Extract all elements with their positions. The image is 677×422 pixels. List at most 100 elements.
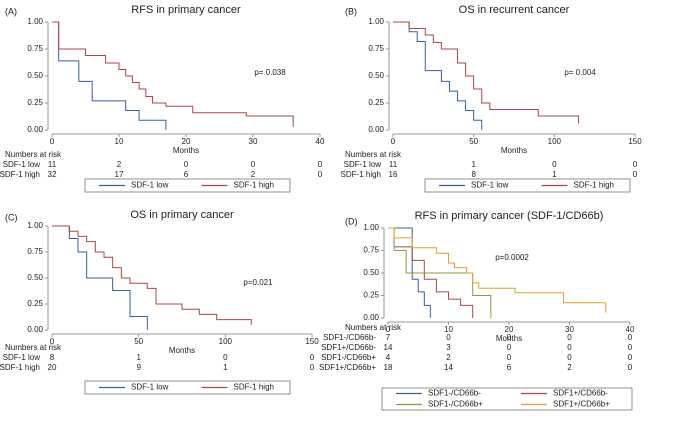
p-value: p= 0.004 — [564, 68, 596, 77]
risk-count: 32 — [48, 170, 57, 179]
x-tick-label: 50 — [469, 137, 478, 146]
y-tick-label: 0.00 — [27, 125, 43, 134]
legend-label: SDF1+/CD66b- — [553, 389, 608, 398]
panel-label: (D) — [345, 216, 358, 226]
y-tick-label: 0.50 — [363, 268, 379, 277]
survival-curve — [52, 21, 167, 130]
y-tick-label: 0.25 — [363, 291, 379, 300]
risk-count: 1 — [223, 363, 228, 372]
risk-count: 0 — [628, 353, 633, 362]
x-tick-label: 150 — [305, 337, 319, 346]
p-value: p=0.0002 — [495, 253, 529, 262]
risk-row-label: SDF1-/CD66b+ — [321, 353, 376, 362]
risk-count: 0 — [184, 160, 189, 169]
risk-count: 16 — [389, 170, 398, 179]
survival-curve — [388, 227, 474, 318]
survival-curve — [388, 227, 492, 318]
legend-label: SDF-1 high — [234, 181, 274, 190]
legend-box — [381, 387, 633, 411]
x-axis-label: Months — [169, 346, 195, 355]
risk-row-label: SDF1-/CD66b- — [323, 333, 376, 342]
risk-count: 0 — [310, 363, 315, 372]
x-tick-label: 100 — [219, 337, 233, 346]
chart-title: OS in primary cancer — [130, 209, 234, 221]
x-tick-label: 20 — [505, 325, 514, 334]
risk-row-label: SDF1+/CD66b- — [321, 343, 376, 352]
panel-label: (A) — [5, 6, 17, 16]
risk-count: 8 — [50, 353, 55, 362]
risk-count: 6 — [507, 363, 512, 372]
risk-title: Numbers at risk — [345, 323, 402, 332]
risk-count: 8 — [471, 170, 476, 179]
risk-row-label: SDF-1 low — [3, 160, 41, 169]
x-tick-label: 30 — [249, 137, 258, 146]
chart-title: RFS in primary cancer (SDF-1/CD66b) — [415, 210, 604, 222]
risk-count: 0 — [552, 160, 557, 169]
y-tick-label: 1.00 — [27, 221, 43, 230]
x-tick-label: 30 — [565, 325, 574, 334]
risk-count: 0 — [507, 353, 512, 362]
y-tick-label: 0.50 — [27, 273, 43, 282]
chart-title: RFS in primary cancer — [131, 4, 241, 16]
risk-row-label: SDF-1 low — [344, 160, 382, 169]
risk-row-label: SDF-1 low — [3, 353, 41, 362]
x-tick-label: 100 — [548, 137, 562, 146]
risk-count: 2 — [446, 353, 451, 362]
y-tick-label: 0.25 — [27, 299, 43, 308]
legend-label: SDF-1 high — [574, 181, 614, 190]
survival-curve — [52, 21, 294, 127]
x-tick-label: 0 — [386, 325, 391, 334]
survival-curve — [52, 225, 148, 330]
y-tick-label: 1.00 — [368, 17, 384, 26]
risk-count: 14 — [384, 343, 393, 352]
risk-count: 0 — [567, 333, 572, 342]
risk-count: 7 — [386, 333, 391, 342]
risk-count: 0 — [628, 343, 633, 352]
panel-label: (B) — [345, 6, 357, 16]
legend-box — [84, 178, 291, 193]
legend-box — [424, 178, 631, 193]
risk-count: 14 — [444, 363, 453, 372]
risk-count: 0 — [318, 160, 323, 169]
legend-box — [84, 380, 291, 395]
y-tick-label: 0.75 — [368, 44, 384, 53]
x-tick-label: 40 — [626, 325, 635, 334]
p-value: p= 0.038 — [254, 68, 286, 77]
y-tick-label: 0.50 — [27, 71, 43, 80]
risk-count: 9 — [136, 363, 141, 372]
x-tick-label: 10 — [115, 137, 124, 146]
risk-count: 0 — [318, 170, 323, 179]
x-tick-label: 50 — [134, 337, 143, 346]
risk-count: 0 — [633, 170, 638, 179]
risk-row-label: SDF-1 high — [341, 170, 381, 179]
x-tick-label: 150 — [628, 137, 642, 146]
y-tick-label: 1.00 — [363, 223, 379, 232]
y-tick-label: 0.50 — [368, 71, 384, 80]
risk-count: 0 — [507, 333, 512, 342]
risk-count: 1 — [136, 353, 141, 362]
legend-label: SDF-1 high — [234, 383, 274, 392]
risk-count: 1 — [471, 160, 476, 169]
risk-count: 2 — [117, 160, 122, 169]
risk-count: 0 — [251, 160, 256, 169]
risk-title: Numbers at risk — [5, 343, 62, 352]
risk-row-label: SDF-1 high — [0, 170, 40, 179]
y-tick-label: 0.25 — [368, 98, 384, 107]
x-tick-label: 20 — [182, 137, 191, 146]
risk-count: 18 — [384, 363, 393, 372]
x-tick-label: 0 — [50, 337, 55, 346]
survival-curve — [388, 227, 607, 313]
panel-label: (C) — [5, 212, 18, 222]
chart-title: OS in recurrent cancer — [459, 4, 570, 16]
risk-count: 11 — [48, 160, 57, 169]
legend-label: SDF1-/CD66b- — [428, 389, 481, 398]
y-tick-label: 0.00 — [368, 125, 384, 134]
risk-count: 0 — [567, 343, 572, 352]
risk-row-label: SDF1+/CD66b+ — [319, 363, 376, 372]
survival-curve — [393, 21, 580, 124]
y-tick-label: 0.00 — [363, 313, 379, 322]
x-axis-label: Months — [173, 146, 199, 155]
risk-count: 11 — [389, 160, 398, 169]
risk-count: 0 — [567, 353, 572, 362]
